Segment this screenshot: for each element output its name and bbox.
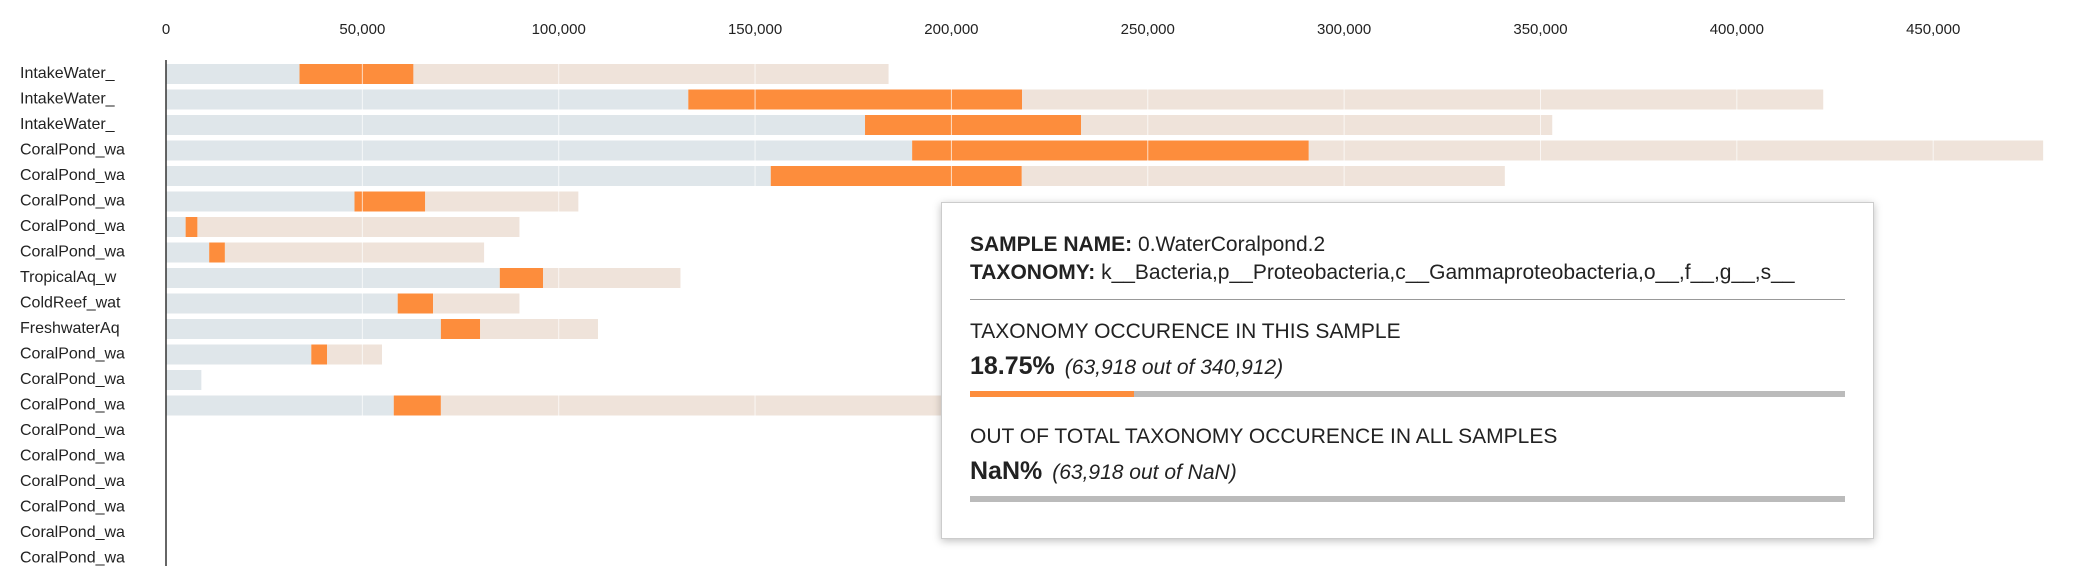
y-tick-label: TropicalAq_w bbox=[20, 269, 117, 286]
bar-segment bbox=[166, 89, 689, 110]
y-tick-label: FreshwaterAq bbox=[20, 320, 120, 337]
x-tick-label: 100,000 bbox=[532, 21, 586, 38]
bar-segment bbox=[912, 140, 1309, 161]
total-percent: NaN% bbox=[970, 457, 1043, 485]
y-tick-label: CoralPond_wa bbox=[20, 244, 125, 261]
bar-segment bbox=[166, 293, 398, 314]
y-tick-label: ColdReef_wat bbox=[20, 295, 121, 312]
bar-segment bbox=[1081, 115, 1553, 135]
bar-segment bbox=[166, 370, 202, 390]
bar-segment bbox=[413, 64, 889, 84]
bar-segment bbox=[299, 64, 414, 84]
bar-segment bbox=[166, 268, 500, 288]
x-tick-label: 150,000 bbox=[728, 21, 782, 38]
bar-segment bbox=[543, 268, 681, 288]
taxonomy: k__Bacteria,p__Proteobacteria,c__Gammapr… bbox=[1101, 261, 1795, 284]
bar-segment bbox=[224, 242, 485, 263]
taxonomy-label: TAXONOMY: bbox=[970, 261, 1096, 284]
y-tick-label: CoralPond_wa bbox=[20, 397, 125, 414]
bar-segment bbox=[770, 166, 1022, 186]
x-tick-label: 0 bbox=[162, 21, 170, 38]
bar-segment bbox=[425, 191, 579, 212]
bar-segment bbox=[327, 344, 382, 365]
sample-label: SAMPLE NAME: bbox=[970, 233, 1133, 256]
bar-segment bbox=[166, 140, 913, 161]
total-heading: OUT OF TOTAL TAXONOMY OCCURENCE IN ALL S… bbox=[970, 425, 1558, 448]
y-tick-label: CoralPond_wa bbox=[20, 550, 125, 566]
bar-segment bbox=[166, 217, 186, 237]
sample-heading: TAXONOMY OCCURENCE IN THIS SAMPLE bbox=[970, 320, 1401, 343]
bar-segment bbox=[393, 395, 441, 416]
y-tick-label: CoralPond_wa bbox=[20, 448, 125, 465]
total-count: (63,918 out of NaN) bbox=[1052, 461, 1237, 484]
bar-segment bbox=[440, 319, 481, 339]
y-tick-label: CoralPond_wa bbox=[20, 167, 125, 184]
progress-fill bbox=[970, 391, 1135, 397]
y-tick-label: CoralPond_wa bbox=[20, 193, 125, 210]
x-tick-label: 200,000 bbox=[924, 21, 978, 38]
bar-segment bbox=[480, 319, 598, 339]
y-tick-label: CoralPond_wa bbox=[20, 142, 125, 159]
bar-segment bbox=[433, 293, 520, 314]
bar-segment bbox=[688, 89, 1023, 110]
bar-segment bbox=[1021, 166, 1505, 186]
y-tick-label: IntakeWater_ bbox=[20, 116, 116, 133]
bar-segment bbox=[209, 242, 225, 263]
bar-segment bbox=[1022, 89, 1824, 110]
bar-segment bbox=[197, 217, 520, 237]
y-tick-label: CoralPond_wa bbox=[20, 371, 125, 388]
x-tick-label: 250,000 bbox=[1121, 21, 1175, 38]
y-tick-label: CoralPond_wa bbox=[20, 473, 125, 490]
bar-segment bbox=[166, 395, 394, 416]
x-tick-label: 50,000 bbox=[339, 21, 385, 38]
bar-segment bbox=[166, 191, 355, 212]
bar-segment bbox=[185, 217, 198, 237]
x-tick-label: 450,000 bbox=[1906, 21, 1960, 38]
y-tick-label: IntakeWater_ bbox=[20, 91, 116, 108]
sample-name: 0.WaterCoralpond.2 bbox=[1138, 233, 1326, 256]
bar-segment bbox=[166, 344, 312, 365]
y-tick-label: IntakeWater_ bbox=[20, 65, 116, 82]
y-tick-label: CoralPond_wa bbox=[20, 422, 125, 439]
bar-segment bbox=[311, 344, 328, 365]
bar-segment bbox=[166, 242, 210, 263]
y-tick-label: CoralPond_wa bbox=[20, 346, 125, 363]
progress-track bbox=[970, 391, 1845, 397]
bar-segment bbox=[499, 268, 543, 288]
bar-segment bbox=[166, 64, 300, 84]
y-tick-label: CoralPond_wa bbox=[20, 218, 125, 235]
bar-segment bbox=[166, 166, 771, 186]
x-tick-label: 400,000 bbox=[1710, 21, 1764, 38]
divider bbox=[970, 299, 1845, 300]
tooltip: SAMPLE NAME: 0.WaterCoralpond.2 TAXONOMY… bbox=[941, 202, 1874, 539]
progress-track bbox=[970, 496, 1845, 502]
x-tick-label: 350,000 bbox=[1513, 21, 1567, 38]
bar-segment bbox=[166, 319, 441, 339]
sample-percent: 18.75% bbox=[970, 352, 1055, 380]
bar-segment bbox=[354, 191, 426, 212]
bar-segment bbox=[397, 293, 434, 314]
sample-count: (63,918 out of 340,912) bbox=[1064, 356, 1284, 379]
y-tick-label: CoralPond_wa bbox=[20, 499, 125, 516]
bar-segment bbox=[166, 115, 866, 135]
bar-segment bbox=[440, 395, 952, 416]
y-tick-label: CoralPond_wa bbox=[20, 524, 125, 541]
x-tick-label: 300,000 bbox=[1317, 21, 1371, 38]
bar-segment bbox=[1308, 140, 2044, 161]
bar-segment bbox=[865, 115, 1082, 135]
